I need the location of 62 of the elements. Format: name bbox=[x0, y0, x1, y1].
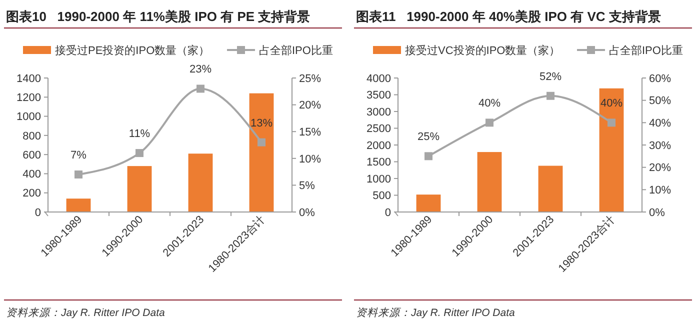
y-tick-label: 3500 bbox=[366, 90, 391, 102]
point bbox=[546, 92, 554, 100]
bar bbox=[66, 198, 91, 212]
bar bbox=[188, 154, 213, 212]
y-tick-label: 600 bbox=[22, 149, 41, 162]
y-tick-label: 1000 bbox=[366, 173, 391, 186]
bar bbox=[249, 93, 274, 212]
y2-tick-label: 30% bbox=[649, 140, 672, 152]
y2-tick-label: 40% bbox=[649, 118, 672, 130]
data-label: 13% bbox=[250, 117, 273, 130]
y-tick-label: 800 bbox=[22, 130, 41, 142]
y2-tick-label: 10% bbox=[299, 153, 322, 166]
y-tick-label: 1200 bbox=[16, 92, 41, 104]
text: 资料来源：Jay R. Ritter IPO Data bbox=[356, 307, 516, 319]
y2-tick-label: 20% bbox=[299, 100, 322, 112]
y-tick-label: 2000 bbox=[366, 140, 391, 152]
y2-tick-label: 15% bbox=[299, 126, 322, 138]
y2-tick-label: 50% bbox=[649, 95, 672, 108]
data-label: 52% bbox=[539, 70, 562, 83]
y-tick-label: 3000 bbox=[366, 106, 391, 118]
chart-title: 图表10 1990-2000 年 11%美股 IPO 有 PE 支持背景 bbox=[6, 9, 310, 24]
chart-title: 图表11 1990-2000 年 40%美股 IPO 有 VC 支持背景 bbox=[356, 9, 661, 24]
y-tick-label: 0 bbox=[384, 206, 391, 219]
data-label: 40% bbox=[478, 98, 501, 110]
data-label: 11% bbox=[128, 128, 150, 140]
point bbox=[196, 84, 204, 93]
data-label: 25% bbox=[417, 131, 440, 144]
bar bbox=[538, 166, 563, 212]
y2-tick-label: 25% bbox=[299, 72, 322, 85]
y2-tick-label: 0% bbox=[299, 206, 316, 219]
y-tick-label: 500 bbox=[372, 190, 391, 202]
point bbox=[136, 149, 144, 158]
legend-label: 占全部IPO比重 bbox=[609, 44, 683, 57]
point bbox=[486, 118, 494, 127]
data-label: 23% bbox=[189, 64, 212, 76]
y2-tick-label: 10% bbox=[649, 184, 672, 197]
point bbox=[258, 138, 266, 146]
data-label: 7% bbox=[70, 149, 87, 162]
point bbox=[74, 170, 82, 178]
point bbox=[608, 118, 616, 127]
bar bbox=[599, 88, 624, 212]
y-tick-label: 1500 bbox=[366, 156, 391, 169]
y-tick-label: 400 bbox=[22, 168, 41, 181]
y2-tick-label: 0% bbox=[649, 206, 666, 219]
y-tick-label: 2500 bbox=[366, 123, 391, 136]
y-tick-label: 1000 bbox=[16, 111, 41, 124]
bar bbox=[416, 194, 441, 212]
point bbox=[424, 152, 432, 160]
y-tick-label: 1400 bbox=[16, 72, 41, 85]
legend-label: 接受过PE投资的IPO数量（家） bbox=[55, 44, 210, 57]
y2-tick-label: 5% bbox=[299, 180, 316, 192]
legend-label: 占全部IPO比重 bbox=[259, 44, 333, 57]
data-label: 40% bbox=[600, 98, 623, 110]
y2-tick-label: 60% bbox=[649, 72, 672, 85]
legend-label: 接受过VC投资的IPO数量（家） bbox=[405, 44, 560, 57]
y-tick-label: 200 bbox=[22, 188, 41, 200]
y2-tick-label: 20% bbox=[649, 162, 672, 174]
bar bbox=[477, 152, 502, 212]
y-tick-label: 0 bbox=[34, 206, 41, 219]
bar bbox=[127, 166, 152, 212]
text: 资料来源：Jay R. Ritter IPO Data bbox=[6, 307, 166, 319]
y-tick-label: 4000 bbox=[366, 72, 391, 85]
